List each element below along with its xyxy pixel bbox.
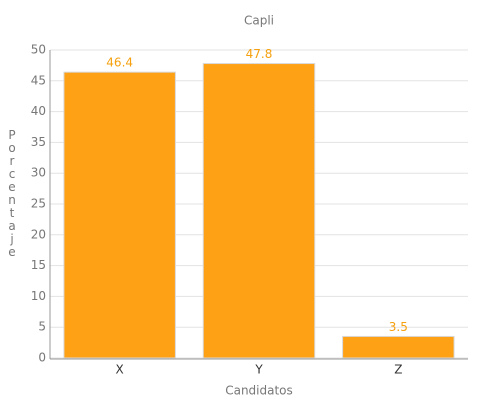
y-tick-label: 5 <box>38 320 46 334</box>
bar <box>63 71 176 359</box>
x-tick-label: Z <box>394 363 402 377</box>
x-axis-label: Candidatos <box>225 384 293 398</box>
value-label: 3.5 <box>389 320 408 334</box>
y-tick-label: 35 <box>31 135 46 149</box>
y-tick-label: 30 <box>31 166 46 180</box>
x-tick-label: Y <box>254 363 263 377</box>
x-tick-label: X <box>116 363 124 377</box>
value-label: 47.8 <box>246 47 273 61</box>
y-tick-label: 45 <box>31 73 46 87</box>
bar <box>342 335 455 359</box>
y-tick-label: 50 <box>31 43 46 57</box>
y-tick-label: 15 <box>31 258 46 272</box>
bar <box>202 63 316 359</box>
value-label: 46.4 <box>106 56 133 70</box>
y-tick-label: 40 <box>31 104 46 118</box>
y-tick-label: 10 <box>31 289 46 303</box>
y-tick-label: 0 <box>38 351 46 365</box>
y-tick-label: 25 <box>31 197 46 211</box>
y-tick-label: 20 <box>31 227 46 241</box>
chart-title: Capli <box>244 14 274 28</box>
